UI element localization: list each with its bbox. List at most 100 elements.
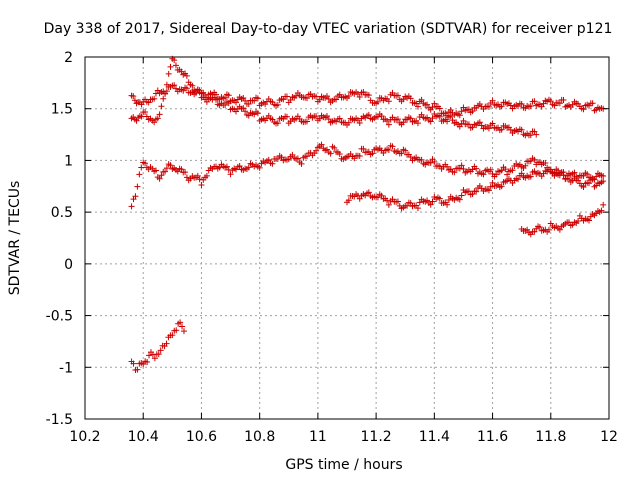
data-point <box>154 115 161 122</box>
x-tick-label: 11.6 <box>477 429 508 445</box>
data-point <box>130 93 137 100</box>
data-point <box>171 82 178 89</box>
data-point <box>183 85 190 92</box>
data-point <box>413 100 420 107</box>
data-point <box>414 205 421 212</box>
data-point <box>427 201 434 208</box>
data-point <box>369 150 376 157</box>
data-point <box>242 108 249 115</box>
data-point <box>158 103 165 110</box>
data-point <box>269 160 276 167</box>
data-point <box>189 82 196 89</box>
data-point <box>179 323 186 330</box>
axis-ticks: 10.2 10.4 10.6 10.8 11 11.2 11.4 11.6 11.8 12-1.5… <box>46 50 618 445</box>
data-point <box>318 141 325 148</box>
data-point <box>585 217 592 224</box>
data-point <box>227 171 234 178</box>
data-point <box>336 115 343 122</box>
data-point <box>444 118 451 125</box>
data-point <box>394 198 401 205</box>
data-point <box>138 164 145 171</box>
x-tick-label: 10.8 <box>244 429 275 445</box>
data-point <box>469 108 476 115</box>
data-point <box>531 98 538 105</box>
data-point <box>456 165 463 172</box>
data-point <box>407 153 414 160</box>
data-point <box>156 111 163 118</box>
data-point <box>400 119 407 126</box>
data-point <box>407 200 414 207</box>
data-point <box>173 327 180 334</box>
data-points <box>128 55 607 373</box>
data-point <box>431 100 438 107</box>
data-point <box>303 95 310 102</box>
data-point <box>407 95 414 102</box>
data-point <box>398 150 405 157</box>
data-point <box>414 120 421 127</box>
data-point <box>456 112 463 119</box>
data-point <box>444 163 451 170</box>
data-point <box>429 115 436 122</box>
data-point <box>345 93 352 100</box>
data-point <box>524 226 531 233</box>
data-point <box>593 173 600 180</box>
data-point <box>180 328 187 335</box>
data-point <box>163 81 170 88</box>
data-point <box>416 199 423 206</box>
y-tick-label: 0.5 <box>51 205 73 221</box>
data-point <box>128 203 135 210</box>
data-point <box>331 144 338 151</box>
data-point <box>418 156 425 163</box>
data-point <box>498 103 505 110</box>
data-point <box>134 183 141 190</box>
data-point <box>182 169 189 176</box>
data-point <box>325 116 332 123</box>
data-point <box>245 100 252 107</box>
data-point <box>225 100 232 107</box>
data-point <box>489 97 496 104</box>
data-point <box>378 192 385 199</box>
data-point <box>167 63 174 70</box>
data-point <box>580 184 587 191</box>
series-track-c <box>128 141 607 210</box>
data-point <box>378 113 385 120</box>
data-point <box>365 111 372 118</box>
data-point <box>465 121 472 128</box>
data-point <box>489 120 496 127</box>
data-point <box>556 172 563 179</box>
data-point <box>287 96 294 103</box>
data-point <box>451 169 458 176</box>
data-point <box>518 126 525 133</box>
data-point <box>374 98 381 105</box>
data-point <box>254 95 261 102</box>
data-point <box>498 126 505 133</box>
data-point <box>547 166 554 173</box>
data-point <box>163 340 170 347</box>
data-point <box>389 143 396 150</box>
data-point <box>178 166 185 173</box>
data-point <box>171 57 178 64</box>
data-point <box>531 228 538 235</box>
data-point <box>489 179 496 186</box>
data-point <box>527 173 534 180</box>
data-point <box>571 169 578 176</box>
data-point <box>600 172 607 179</box>
grid <box>85 57 609 419</box>
data-point <box>245 164 252 171</box>
data-point <box>156 175 163 182</box>
data-point <box>345 119 352 126</box>
data-point <box>142 160 149 167</box>
chart-title: Day 338 of 2017, Sidereal Day-to-day VTE… <box>44 21 613 37</box>
data-point <box>222 102 229 109</box>
data-point <box>278 154 285 161</box>
data-point <box>445 197 452 204</box>
data-point <box>134 366 141 373</box>
data-point <box>598 207 605 214</box>
data-point <box>458 162 465 169</box>
y-tick-label: -1 <box>59 360 73 376</box>
data-point <box>222 94 229 101</box>
data-point <box>385 146 392 153</box>
data-point <box>313 93 320 100</box>
x-tick-label: 11.8 <box>535 429 566 445</box>
y-tick-label: 1.5 <box>51 102 73 118</box>
